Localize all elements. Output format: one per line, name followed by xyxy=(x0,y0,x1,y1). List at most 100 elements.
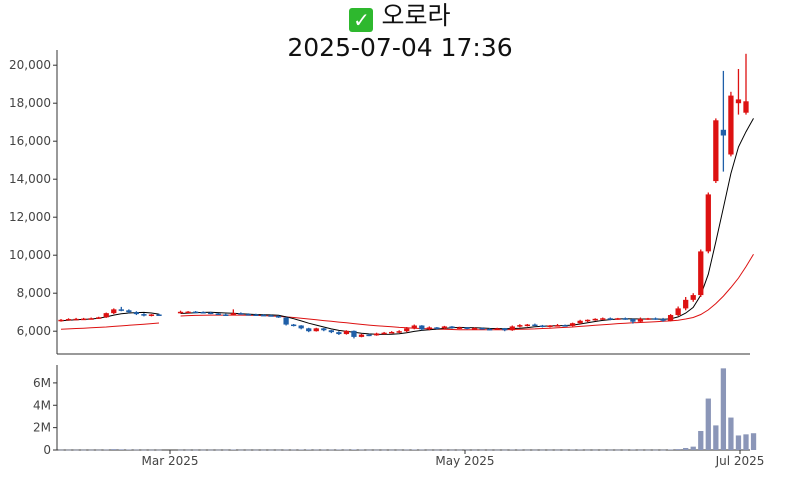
volume-axes: 0 2M 4M 6M xyxy=(33,365,750,457)
candle xyxy=(502,327,508,332)
volume-bar xyxy=(705,398,711,450)
candle xyxy=(554,323,561,327)
candle xyxy=(577,319,583,324)
candle-body xyxy=(426,327,432,330)
candle xyxy=(275,315,282,318)
candle xyxy=(524,323,530,327)
volume-bar xyxy=(389,449,395,451)
volume-bar xyxy=(720,368,727,450)
candle-body xyxy=(111,309,117,314)
volume-bar xyxy=(562,449,568,451)
x-tick-label: Mar 2025 xyxy=(142,454,199,468)
candle xyxy=(404,327,410,333)
candle xyxy=(313,327,319,332)
volume-bar xyxy=(73,449,79,451)
price-y-tick-label: 6,000 xyxy=(17,324,51,338)
volume-y-tick-label: 4M xyxy=(33,398,51,412)
candle xyxy=(456,326,463,329)
volume-bar xyxy=(502,449,508,451)
candle xyxy=(208,311,214,315)
candle-body xyxy=(192,311,199,314)
volume-bar xyxy=(313,449,319,451)
volume-bar xyxy=(419,449,425,451)
volume-bar xyxy=(524,449,530,451)
candle-body xyxy=(471,327,478,330)
candle xyxy=(245,313,252,316)
candle-body xyxy=(720,129,727,136)
candle xyxy=(713,118,719,183)
volume-bar xyxy=(675,449,681,450)
volume-bar xyxy=(637,449,644,451)
candle xyxy=(539,324,546,328)
candle xyxy=(532,323,538,327)
candle xyxy=(592,318,598,321)
candle-body xyxy=(502,328,508,331)
candle xyxy=(630,318,636,324)
candle xyxy=(343,330,350,335)
candle xyxy=(667,314,674,322)
check-mark-icon: ✓ xyxy=(349,8,374,32)
candle xyxy=(622,317,629,320)
volume-bar xyxy=(343,449,350,451)
volume-bar xyxy=(351,449,357,450)
volume-bar xyxy=(622,449,629,451)
candle-body xyxy=(373,333,380,336)
candle xyxy=(449,326,455,329)
candle-body xyxy=(275,316,282,318)
price-y-tick-label: 12,000 xyxy=(9,210,51,224)
candle xyxy=(306,327,312,333)
volume-bar xyxy=(660,449,666,451)
volume-bar xyxy=(381,449,387,451)
candle-body xyxy=(283,317,289,325)
volume-bar xyxy=(306,449,312,451)
candle-body xyxy=(630,319,636,322)
volume-bar xyxy=(426,449,432,451)
candle xyxy=(441,325,448,329)
candle xyxy=(720,70,727,172)
volume-bar xyxy=(185,449,191,451)
candle xyxy=(291,323,297,327)
candle-body xyxy=(607,318,613,320)
candle-body xyxy=(396,331,402,333)
candle xyxy=(615,317,621,320)
volume-bar xyxy=(487,449,493,451)
x-axis: Mar 2025 May 2025 Jul 2025 xyxy=(142,450,764,468)
volume-bar xyxy=(148,449,155,451)
candle-body xyxy=(487,328,493,331)
candle-body xyxy=(690,295,696,300)
candle-body xyxy=(615,318,621,320)
volume-bar xyxy=(667,449,674,451)
volume-bar xyxy=(253,449,259,451)
candle xyxy=(223,313,229,316)
candle xyxy=(705,192,711,254)
price-y-tick-label: 18,000 xyxy=(9,96,51,110)
volume-bar xyxy=(133,449,140,451)
price-plot xyxy=(58,53,754,339)
candle-body xyxy=(208,312,214,315)
volume-bar xyxy=(569,449,576,451)
candle-body xyxy=(328,330,334,333)
candle xyxy=(562,324,568,327)
candle-body xyxy=(230,313,236,315)
chart-title-timestamp: 2025-07-04 17:36 xyxy=(287,33,513,62)
candle-body xyxy=(652,318,659,320)
volume-bar xyxy=(441,449,448,451)
volume-bar xyxy=(291,449,297,451)
candle xyxy=(126,309,132,314)
volume-bar xyxy=(96,449,102,451)
candle-body xyxy=(539,325,546,327)
volume-bar xyxy=(683,447,689,450)
candle xyxy=(743,53,749,115)
volume-bar xyxy=(200,449,206,451)
volume-bar xyxy=(600,449,606,451)
volume-bar xyxy=(366,449,372,451)
candle-body xyxy=(404,328,410,332)
volume-bar xyxy=(358,449,365,451)
candle xyxy=(381,331,387,335)
candle-body xyxy=(245,314,252,316)
candle xyxy=(230,309,236,316)
candle xyxy=(735,69,742,115)
volume-bar xyxy=(192,449,199,451)
candle-body xyxy=(156,314,162,316)
